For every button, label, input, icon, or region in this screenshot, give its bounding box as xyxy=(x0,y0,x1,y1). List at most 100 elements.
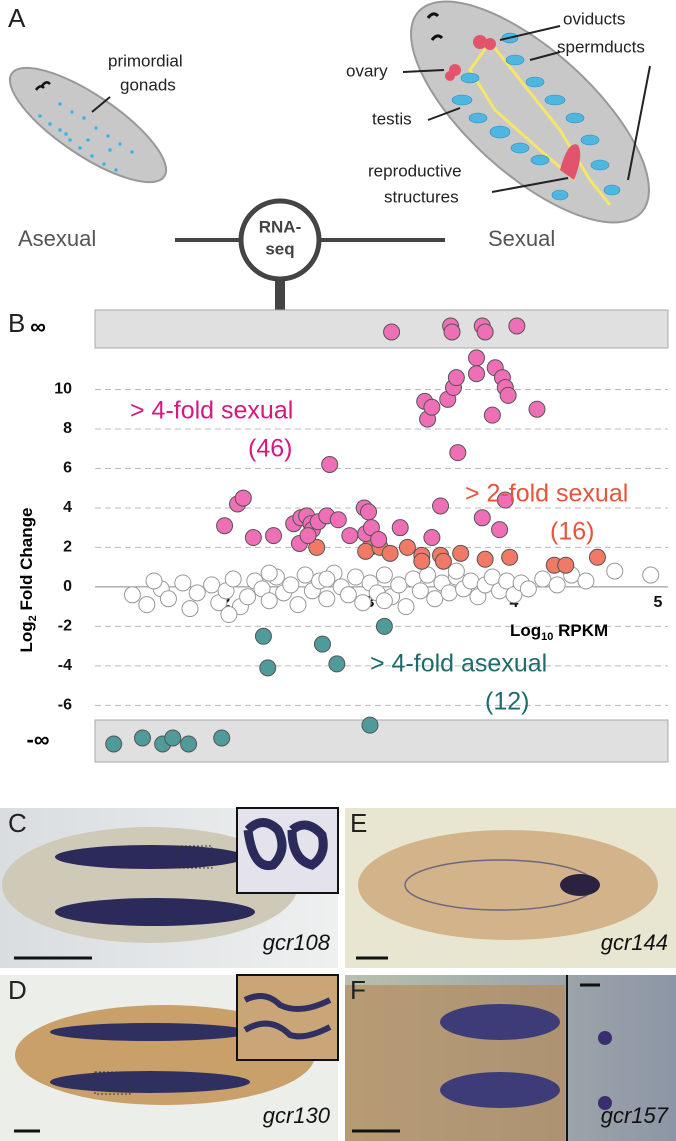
point xyxy=(519,580,537,598)
annotation: ovary xyxy=(346,61,388,80)
x-tick-label: 5 xyxy=(653,594,662,611)
gene-label: gcr144 xyxy=(601,930,668,955)
point xyxy=(528,400,546,418)
infinite-point xyxy=(476,323,494,341)
point xyxy=(220,606,238,624)
panel-label: C xyxy=(8,808,27,838)
point xyxy=(588,548,606,566)
point xyxy=(260,564,278,582)
rna-label: RNA- xyxy=(259,217,302,236)
point xyxy=(329,511,347,529)
point xyxy=(299,527,317,545)
point xyxy=(432,497,450,515)
point xyxy=(462,572,480,590)
y-tick-label: -6 xyxy=(58,697,72,714)
image-e xyxy=(345,808,676,968)
group-label: Asexual xyxy=(18,226,96,251)
point xyxy=(375,592,393,610)
point xyxy=(375,617,393,635)
gene-label: gcr108 xyxy=(263,930,331,955)
point xyxy=(354,594,372,612)
point xyxy=(426,590,444,608)
rna-label: seq xyxy=(265,239,294,258)
point xyxy=(642,566,660,584)
point xyxy=(447,562,465,580)
point xyxy=(181,600,199,618)
infinite-point xyxy=(508,317,526,335)
annotation: reproductive xyxy=(368,161,462,180)
infinite-point xyxy=(105,735,123,753)
y-tick-label: 4 xyxy=(63,499,72,516)
point xyxy=(174,574,192,592)
point xyxy=(203,576,221,594)
rna-seq-connector xyxy=(175,198,445,318)
annotation: gonads xyxy=(120,75,176,94)
gene-label: gcr130 xyxy=(263,1103,331,1128)
point xyxy=(234,489,252,507)
sexual-worm xyxy=(402,0,651,224)
plot: -6-4-202468102345> 4-fold sexual(46)> 2-… xyxy=(54,317,668,753)
point xyxy=(473,509,491,527)
annotation: primordial xyxy=(108,51,183,70)
point xyxy=(534,570,552,588)
infinite-point xyxy=(443,323,461,341)
y-axis-label: Log2 Fold Change xyxy=(17,508,38,653)
point xyxy=(123,586,141,604)
y-tick-label: 6 xyxy=(63,460,72,477)
y-tick-label: -∞ xyxy=(26,727,49,752)
label-part: 2 xyxy=(27,615,39,621)
point xyxy=(259,659,277,677)
y-tick-label: 2 xyxy=(63,539,72,556)
annotation: structures xyxy=(384,187,459,206)
point xyxy=(145,572,163,590)
annotation: (12) xyxy=(485,688,529,716)
image-c xyxy=(0,807,339,968)
y-tick-label: -2 xyxy=(58,618,72,635)
image-d xyxy=(0,974,339,1141)
point xyxy=(318,570,336,588)
infinite-point xyxy=(164,729,182,747)
y-tick-label: 10 xyxy=(54,381,72,398)
label-part: Log xyxy=(17,621,36,652)
point xyxy=(239,588,257,606)
asexual-worm xyxy=(8,66,168,184)
panel-label: A xyxy=(8,3,26,33)
point xyxy=(357,542,375,560)
point xyxy=(391,519,409,537)
point xyxy=(361,716,379,734)
point xyxy=(308,538,326,556)
annotation: (16) xyxy=(550,518,594,546)
point xyxy=(254,627,272,645)
point xyxy=(577,572,595,590)
point xyxy=(397,598,415,616)
point xyxy=(423,529,441,547)
point xyxy=(244,529,262,547)
infinite-point xyxy=(383,323,401,341)
gene-label: gcr157 xyxy=(601,1103,669,1128)
panel-label: B xyxy=(8,308,25,338)
point xyxy=(318,590,336,608)
point xyxy=(296,566,314,584)
point xyxy=(289,596,307,614)
infinity-band xyxy=(94,309,669,349)
point xyxy=(381,544,399,562)
y-tick-label: ∞ xyxy=(30,314,46,339)
point xyxy=(548,576,566,594)
point xyxy=(328,655,346,673)
point xyxy=(411,582,429,600)
label-part: Log xyxy=(510,621,541,640)
panel-label: E xyxy=(350,808,367,838)
point xyxy=(313,635,331,653)
panel-label: D xyxy=(8,975,27,1005)
point xyxy=(398,538,416,556)
point xyxy=(390,576,408,594)
y-tick-label: 8 xyxy=(63,420,72,437)
annotation: > 4-fold sexual xyxy=(130,397,293,425)
point xyxy=(265,527,283,545)
point xyxy=(216,517,234,535)
point xyxy=(483,406,501,424)
point xyxy=(452,544,470,562)
y-tick-label: 0 xyxy=(63,578,72,595)
image-f xyxy=(345,975,676,1141)
